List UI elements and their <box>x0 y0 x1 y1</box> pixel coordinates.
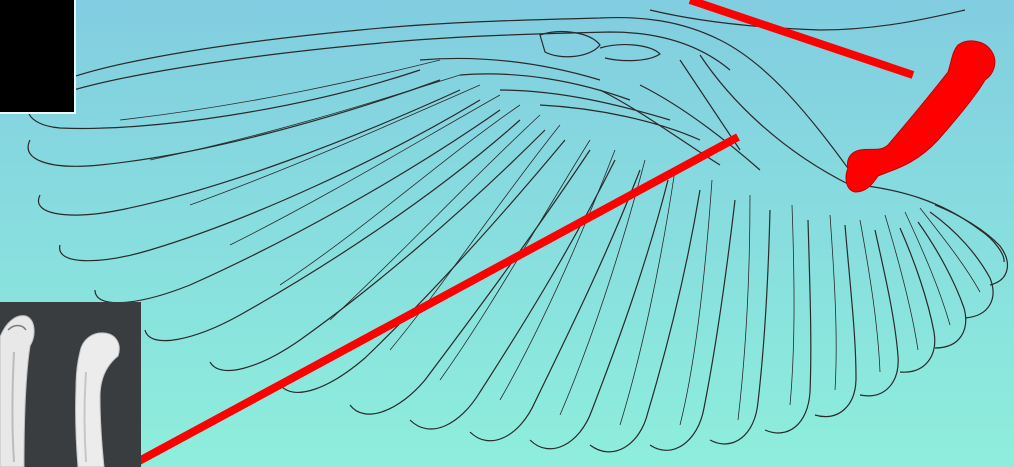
feather <box>59 99 481 262</box>
feather <box>37 89 461 216</box>
feather <box>589 189 701 453</box>
feather <box>27 69 421 130</box>
feather <box>859 184 1005 263</box>
bone-specimen-right <box>75 332 120 467</box>
feather <box>764 219 812 434</box>
wing-tip-filament <box>649 9 966 31</box>
feather <box>917 221 967 349</box>
feather <box>144 119 521 342</box>
inset-photo-top <box>0 0 76 114</box>
feather <box>899 227 936 373</box>
pointer-line-bottom <box>126 133 740 467</box>
feather <box>929 211 994 319</box>
bone-specimens <box>0 302 141 467</box>
feather <box>209 129 546 372</box>
feather <box>859 229 899 397</box>
wing-leading-edge-inner <box>44 31 731 101</box>
feather <box>709 209 771 445</box>
pointer-line-top <box>688 0 915 79</box>
feather <box>649 199 736 451</box>
feather <box>469 169 641 442</box>
feather <box>349 149 591 415</box>
bone-specimen-left <box>0 315 35 467</box>
feather <box>814 224 857 418</box>
feather <box>27 79 441 167</box>
wing-leading-edge <box>37 16 861 186</box>
feather <box>279 139 566 393</box>
highlighted-bone <box>845 40 996 193</box>
feather <box>529 179 669 450</box>
inset-photo-bones <box>0 302 141 467</box>
